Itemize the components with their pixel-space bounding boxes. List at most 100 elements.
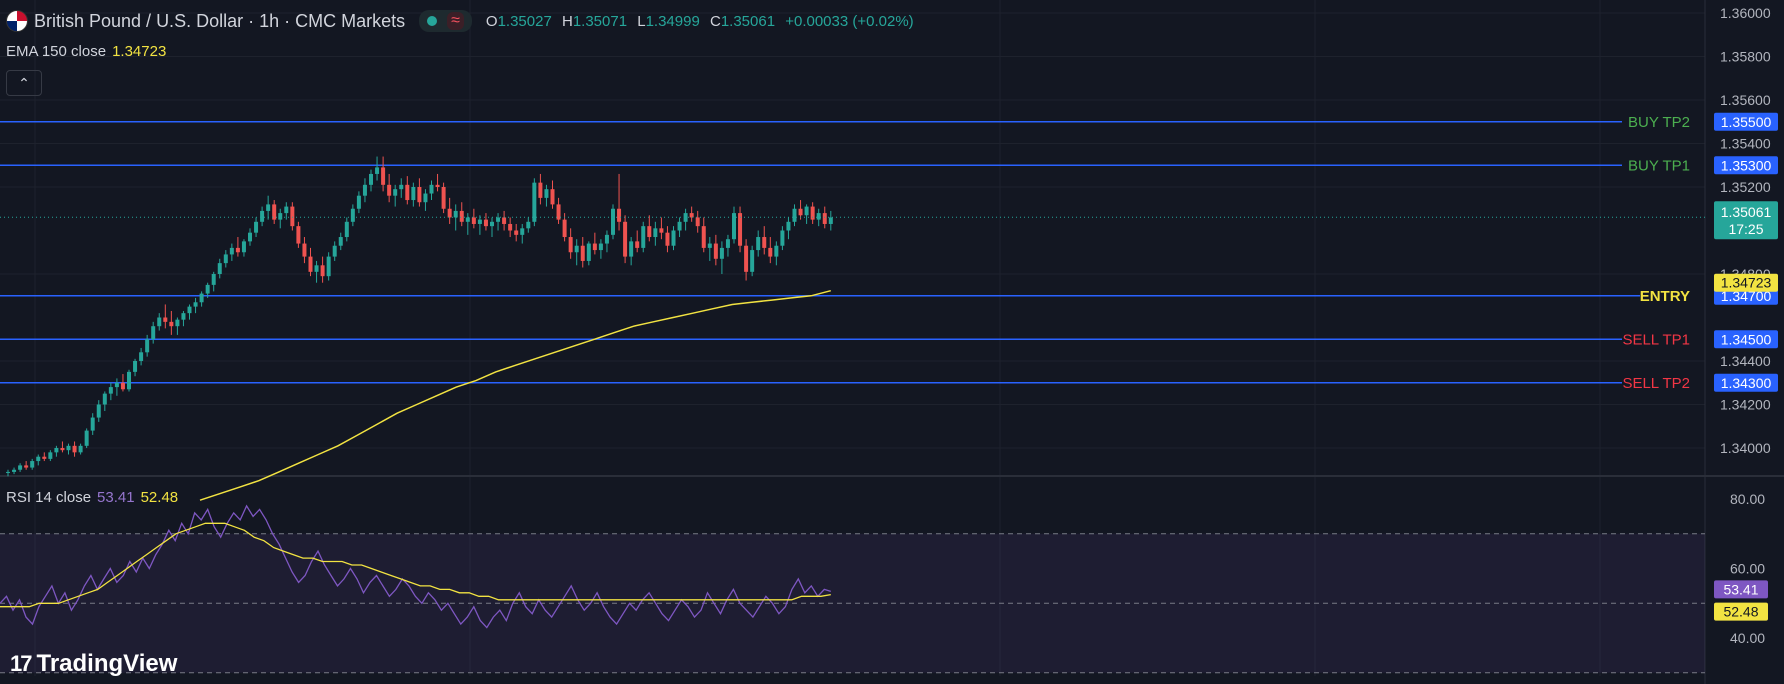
candle-body xyxy=(12,469,17,472)
candle-body xyxy=(592,243,597,251)
candle-body xyxy=(308,256,313,272)
candle-body xyxy=(780,230,785,246)
candle-body xyxy=(296,226,301,244)
candle-body xyxy=(229,247,234,255)
price-tick: 1.35200 xyxy=(1720,179,1771,195)
candle-body xyxy=(659,228,664,233)
candle-body xyxy=(241,241,246,253)
level-tag xyxy=(1714,330,1778,349)
candle-body xyxy=(108,387,113,394)
price-tick: 1.36000 xyxy=(1720,5,1771,21)
candle-body xyxy=(677,221,682,231)
tradingview-wordmark: TradingView xyxy=(36,650,178,677)
candle-body xyxy=(774,245,779,257)
candle-body xyxy=(120,382,125,390)
candle-body xyxy=(471,217,476,224)
candle-body xyxy=(732,213,736,240)
high-key: H xyxy=(561,12,573,30)
collapse-legend-button[interactable]: ⌃ xyxy=(6,70,42,96)
candle-body xyxy=(695,217,700,227)
candle-body xyxy=(598,243,603,251)
candle-body xyxy=(798,208,803,216)
candle-body xyxy=(707,243,712,248)
candle-body xyxy=(465,217,470,222)
level-tag-text: 1.35300 xyxy=(1721,157,1772,173)
candle-body xyxy=(405,184,410,201)
candle-body xyxy=(768,247,773,257)
candle-body xyxy=(417,187,422,203)
symbol-title[interactable]: British Pound / U.S. Dollar · 1h · CMC M… xyxy=(34,10,406,31)
candle-body xyxy=(490,221,494,227)
candle-body xyxy=(750,250,755,272)
candle-body xyxy=(151,326,156,340)
high-value: 1.35071 xyxy=(572,12,628,30)
ema-line xyxy=(199,289,831,501)
candle-body xyxy=(459,210,464,222)
last-price-tag xyxy=(1714,201,1778,240)
candle-body xyxy=(653,228,658,238)
candle-body xyxy=(629,241,634,257)
candle-body xyxy=(683,213,688,222)
candle-body xyxy=(127,371,131,390)
candle-body xyxy=(157,317,162,327)
candle-body xyxy=(574,245,579,253)
candle-body xyxy=(254,221,259,233)
price-axis[interactable]: 1.360001.358001.356001.354001.352001.348… xyxy=(1720,5,1771,646)
level-tag-text: 1.34500 xyxy=(1721,331,1772,347)
candle-body xyxy=(36,456,41,462)
candle-body xyxy=(266,204,271,211)
candle-body xyxy=(163,317,168,322)
candle-body xyxy=(514,230,519,235)
candle-body xyxy=(544,189,549,198)
symbol-header[interactable]: British Pound / U.S. Dollar · 1h · CMC M… xyxy=(6,10,920,32)
candle-body xyxy=(611,208,615,235)
candle-body xyxy=(429,184,434,194)
market-open-dot-icon xyxy=(427,16,438,26)
candle-body xyxy=(671,230,676,246)
candle-body xyxy=(719,247,724,259)
trade-levels: BUY TP2 BUY TP1 ENTRY SELL TP1 SELL TP2 xyxy=(0,114,1690,392)
candle-body xyxy=(804,206,809,216)
open-value: 1.35027 xyxy=(497,12,552,30)
candle-body xyxy=(816,213,821,220)
level-tag-text: 1.34300 xyxy=(1721,375,1772,391)
candle-body xyxy=(24,465,29,468)
low-key: L xyxy=(637,12,646,30)
level-label: ENTRY xyxy=(1640,288,1690,305)
level-label: SELL TP2 xyxy=(1622,375,1690,392)
candle-body xyxy=(139,352,144,361)
rsi-tick: 40.00 xyxy=(1730,630,1765,646)
candle-body xyxy=(338,237,343,246)
countdown-text: 17:25 xyxy=(1728,221,1763,237)
candle-body xyxy=(350,208,355,222)
candle-body xyxy=(562,219,567,238)
rsi-legend[interactable]: RSI 14 close 53.41 52.48 xyxy=(6,489,178,506)
candle-body xyxy=(54,448,59,453)
rsi-ma-tag xyxy=(1714,602,1768,621)
candle-body xyxy=(635,241,640,248)
candle-body xyxy=(217,263,222,274)
candle-body xyxy=(320,265,325,277)
price-tick: 1.34000 xyxy=(1720,440,1771,456)
ema-legend[interactable]: EMA 150 close 1.34723 xyxy=(6,43,166,60)
candle-body xyxy=(302,243,307,257)
candle-body xyxy=(187,306,192,314)
candle-body xyxy=(48,452,53,459)
close-key: C xyxy=(709,12,721,30)
candle-body xyxy=(78,445,83,453)
ema-tag xyxy=(1714,273,1778,292)
candle-body xyxy=(810,206,815,220)
tradingview-logo[interactable]: 17 TradingView xyxy=(10,650,177,678)
candle-body xyxy=(356,195,361,209)
candle-body xyxy=(193,302,198,307)
open-key: O xyxy=(485,12,498,30)
candle-body xyxy=(617,208,622,222)
candle-body xyxy=(477,219,482,224)
ema-legend-label: EMA 150 close xyxy=(6,43,107,60)
market-status[interactable]: ≈ xyxy=(419,10,472,32)
level-tag xyxy=(1714,112,1778,131)
rsi-line xyxy=(0,504,831,629)
price-tick: 1.35600 xyxy=(1720,92,1771,108)
candle-body xyxy=(96,404,101,418)
